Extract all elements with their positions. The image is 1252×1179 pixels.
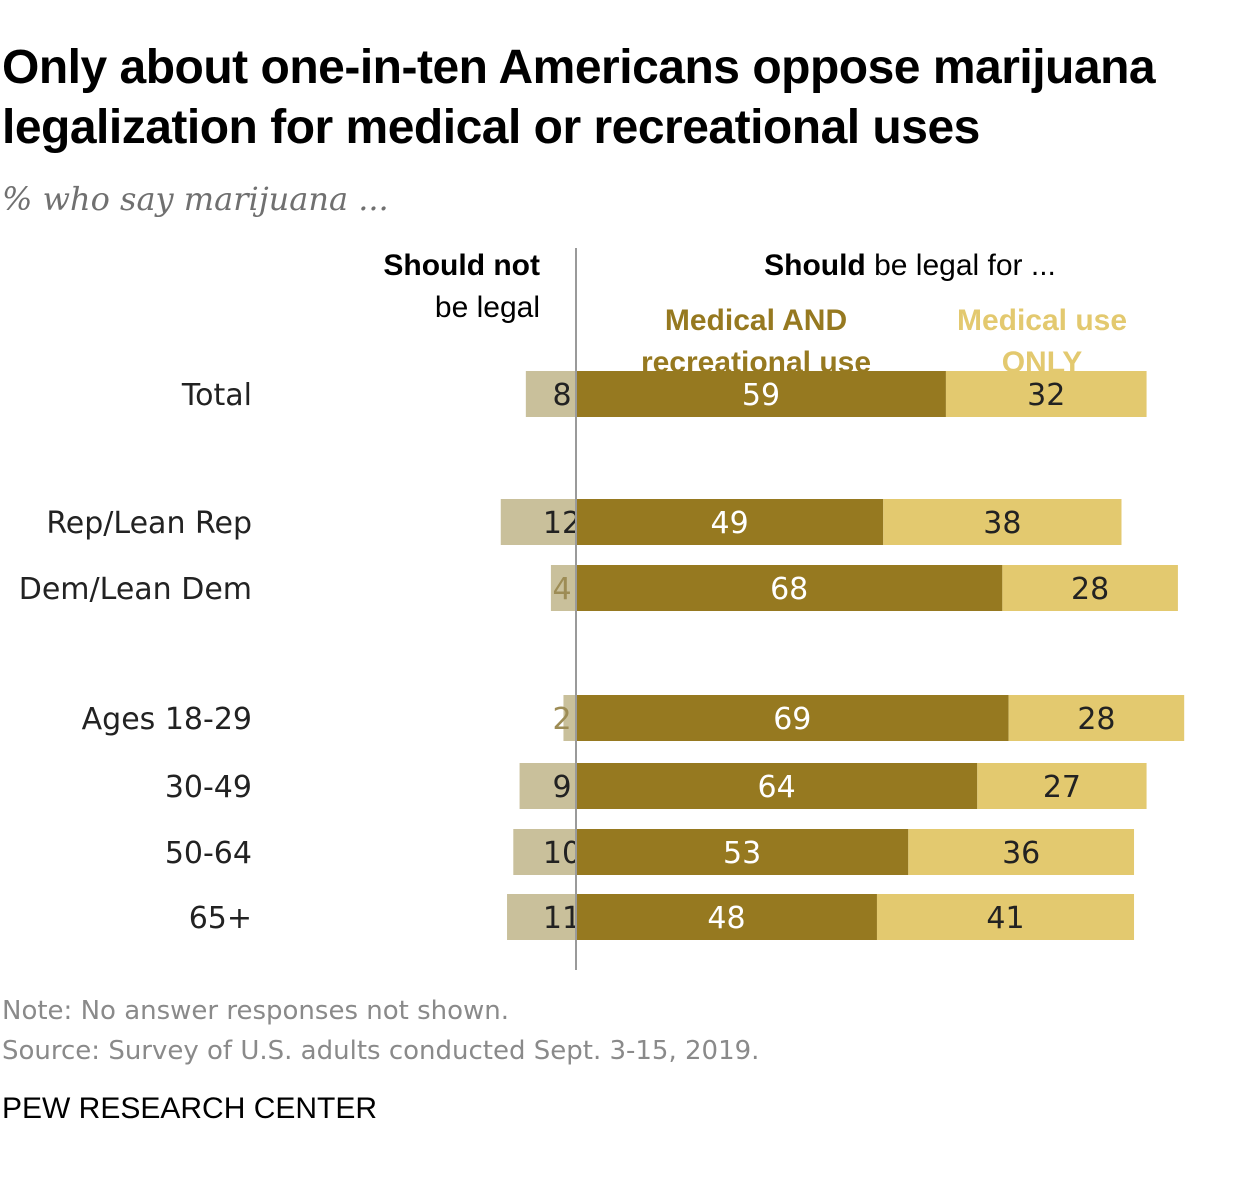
bar-should-not-be-legal	[563, 695, 576, 741]
bar-medical-only	[977, 763, 1147, 809]
legend-medical-only-line1: Medical use	[957, 304, 1127, 337]
value-label-should-not: 8	[552, 378, 571, 413]
value-label-medical-only: 28	[1071, 572, 1109, 607]
chart-title: Only about one-in-ten Americans oppose m…	[2, 41, 1156, 154]
value-label-should-not: 11	[543, 901, 581, 936]
bar-medical-and-recreational	[576, 894, 877, 940]
bar-should-not-be-legal	[525, 371, 576, 417]
chart-source: Source: Survey of U.S. adults conducted …	[2, 1036, 760, 1066]
value-label-should-not: 4	[552, 572, 571, 607]
bar-should-not-be-legal	[513, 829, 576, 875]
value-label-medical-and-recreational: 59	[742, 378, 780, 413]
category-label: Ages 18-29	[82, 702, 252, 737]
bar-medical-only	[1008, 695, 1185, 741]
value-label-medical-only: 27	[1043, 770, 1081, 805]
bar-should-not-be-legal	[500, 499, 576, 545]
chart-note: Note: No answer responses not shown.	[2, 996, 510, 1026]
bar-medical-and-recreational	[576, 565, 1003, 611]
bar-should-not-be-legal	[550, 565, 576, 611]
bar-medical-and-recreational	[576, 763, 978, 809]
value-label-medical-only: 41	[986, 901, 1024, 936]
category-label: 30-49	[165, 770, 252, 805]
bar-medical-only	[1002, 565, 1178, 611]
value-label-medical-and-recreational: 49	[711, 506, 749, 541]
legend-medical-and-recreational-line1: Medical AND	[665, 304, 847, 337]
value-label-medical-and-recreational: 69	[773, 702, 811, 737]
value-label-should-not: 2	[552, 702, 571, 737]
category-label: 50-64	[165, 836, 252, 871]
value-label-should-not: 10	[543, 836, 581, 871]
value-label-medical-and-recreational: 68	[770, 572, 808, 607]
chart-subtitle: % who say marijuana ...	[2, 180, 389, 218]
bar-medical-and-recreational	[576, 499, 884, 545]
value-label-medical-and-recreational: 48	[707, 901, 745, 936]
category-label: Dem/Lean Dem	[19, 572, 252, 607]
bar-medical-only	[883, 499, 1122, 545]
bar-medical-only	[908, 829, 1135, 875]
value-label-should-not: 9	[552, 770, 571, 805]
bar-should-not-be-legal	[519, 763, 576, 809]
bar-medical-only	[876, 894, 1135, 940]
bar-medical-only	[945, 371, 1147, 417]
header-legal: Should be legal for ...	[764, 249, 1056, 282]
value-label-medical-only: 36	[1002, 836, 1040, 871]
bar-should-not-be-legal	[507, 894, 576, 940]
value-label-medical-only: 32	[1027, 378, 1065, 413]
value-label-medical-and-recreational: 64	[758, 770, 796, 805]
bar-chart: Should not be legal Should be legal for …	[19, 248, 1185, 970]
category-label: Total	[181, 378, 252, 413]
value-label-medical-only: 28	[1077, 702, 1115, 737]
value-label-should-not: 12	[543, 506, 581, 541]
value-label-medical-only: 38	[983, 506, 1021, 541]
category-label: 65+	[189, 901, 252, 936]
brand-label: PEW RESEARCH CENTER	[2, 1092, 378, 1125]
category-label: Rep/Lean Rep	[46, 506, 252, 541]
bar-medical-and-recreational	[576, 829, 909, 875]
header-not-legal-line1: Should not	[383, 249, 540, 282]
bar-medical-and-recreational	[576, 371, 946, 417]
value-label-medical-and-recreational: 53	[723, 836, 761, 871]
bar-medical-and-recreational	[576, 695, 1009, 741]
header-not-legal-line2: be legal	[435, 291, 540, 324]
